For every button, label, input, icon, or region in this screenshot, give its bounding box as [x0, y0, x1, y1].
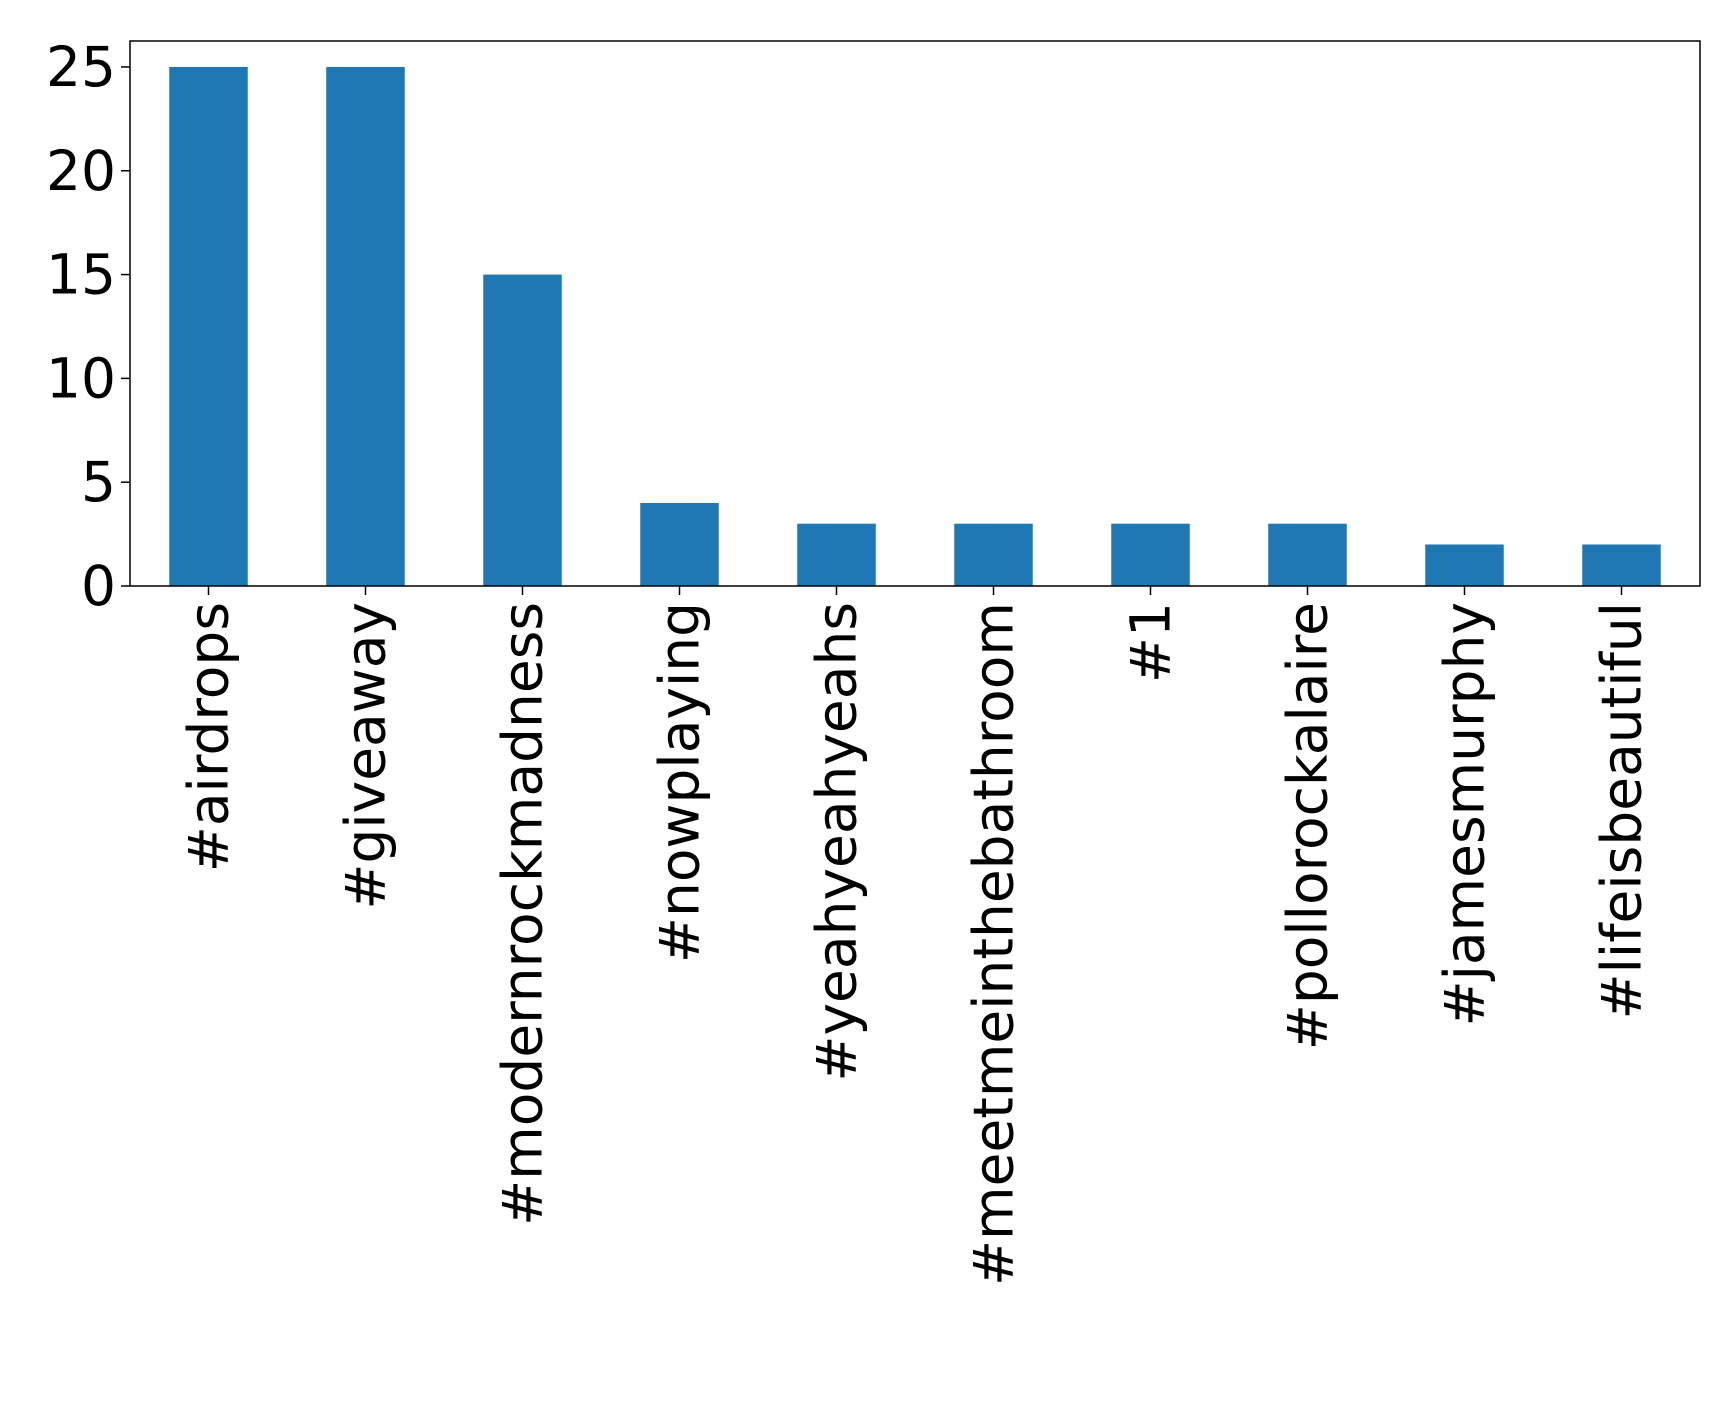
bars-layer	[169, 66, 1661, 586]
x-tick-label: #jamesmurphy	[1433, 602, 1497, 1027]
x-tick-label: #meetmeinthebathroom	[962, 602, 1026, 1286]
x-tick-label: #yeahyeahyeahs	[805, 602, 869, 1082]
bar	[1268, 523, 1347, 586]
y-axis: 0 5 10 15 20 25	[46, 35, 130, 618]
x-tick-label: #1	[1119, 602, 1183, 683]
y-tick-label: 25	[46, 35, 116, 99]
bar	[483, 274, 562, 586]
plot-frame	[129, 40, 1701, 587]
bar	[326, 66, 405, 586]
y-tick-label: 10	[46, 346, 116, 410]
x-tick-label: #airdrops	[177, 602, 241, 872]
bar	[797, 523, 876, 586]
x-tick-label: #modernrockmadness	[491, 602, 555, 1226]
y-tick-label: 15	[46, 243, 116, 307]
x-tick-label: #lifeisbeautiful	[1590, 602, 1654, 1019]
bar	[640, 502, 719, 586]
bar	[1111, 523, 1190, 586]
x-axis: #airdrops #giveaway #modernrockmadness #now…	[177, 586, 1654, 1286]
x-tick-label: #giveaway	[334, 602, 398, 910]
y-tick-label: 5	[81, 450, 116, 514]
bar	[1425, 544, 1504, 586]
bar	[1582, 544, 1661, 586]
x-tick-label: #nowplaying	[648, 602, 712, 963]
bar	[169, 66, 248, 586]
x-tick-label: #pollorockalaire	[1276, 602, 1340, 1050]
y-tick-label: 20	[46, 139, 116, 203]
bar	[954, 523, 1033, 586]
y-tick-label: 0	[81, 554, 116, 618]
